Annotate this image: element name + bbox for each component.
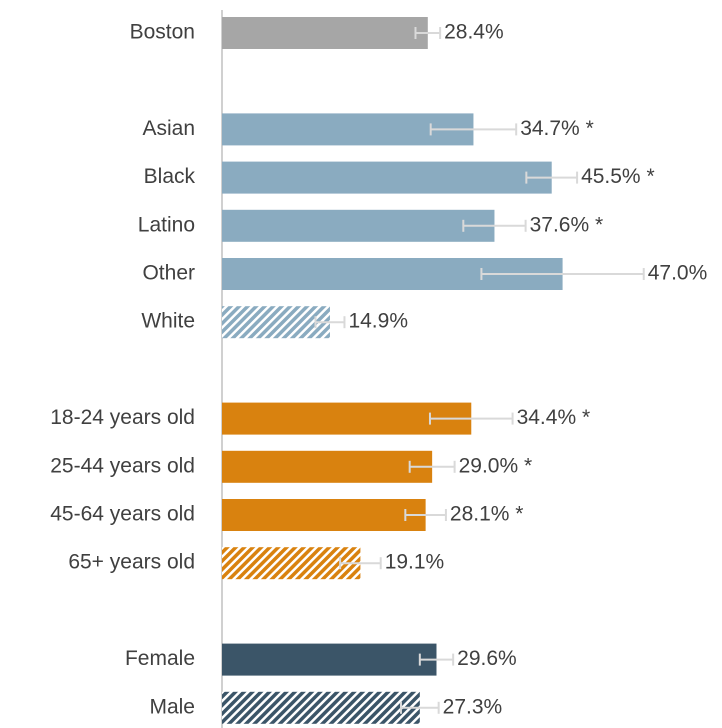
- bar: [222, 450, 433, 483]
- error-bar: [428, 412, 514, 425]
- category-label: Female: [125, 647, 195, 670]
- bar: [222, 499, 426, 531]
- category-label: 65+ years old: [68, 551, 195, 574]
- category-label: White: [141, 310, 195, 333]
- error-bar: [399, 701, 440, 714]
- value-label: 29.0% *: [459, 454, 533, 477]
- category-label: Male: [149, 695, 195, 718]
- category-label: Latino: [138, 213, 195, 236]
- error-bar: [414, 27, 442, 39]
- value-label: 34.7% *: [520, 117, 594, 140]
- bar: [222, 161, 552, 194]
- value-label: 19.1%: [385, 551, 445, 574]
- error-bar: [408, 460, 456, 473]
- category-label: Boston: [130, 21, 195, 44]
- error-bar: [429, 123, 518, 136]
- error-bar: [314, 316, 346, 329]
- value-label: 14.9%: [348, 310, 408, 333]
- category-label: Asian: [142, 117, 195, 140]
- error-bar: [339, 557, 382, 570]
- bar: [222, 547, 361, 580]
- bar: [222, 209, 495, 242]
- category-label: Black: [144, 165, 196, 188]
- error-bar: [418, 653, 455, 666]
- bar: [222, 17, 428, 49]
- value-label: 45.5% *: [581, 165, 655, 188]
- value-label: 27.3%: [443, 695, 503, 718]
- error-bar: [480, 268, 645, 280]
- bar: [222, 306, 330, 339]
- error-bar: [525, 171, 579, 184]
- bar: [222, 691, 420, 724]
- value-label: 29.6%: [457, 647, 517, 670]
- value-label: 37.6% *: [530, 213, 604, 236]
- category-label: 18-24 years old: [50, 406, 195, 429]
- category-label: 25-44 years old: [50, 454, 195, 477]
- value-label: 34.4% *: [517, 406, 591, 429]
- bar: [222, 643, 437, 676]
- value-label: 28.4%: [444, 21, 504, 44]
- category-label: Other: [142, 262, 195, 285]
- error-bar: [404, 509, 447, 521]
- value-label: 47.0%: [648, 262, 708, 285]
- category-label: 45-64 years old: [50, 503, 195, 526]
- value-label: 28.1% *: [450, 503, 524, 526]
- error-bar: [462, 219, 527, 232]
